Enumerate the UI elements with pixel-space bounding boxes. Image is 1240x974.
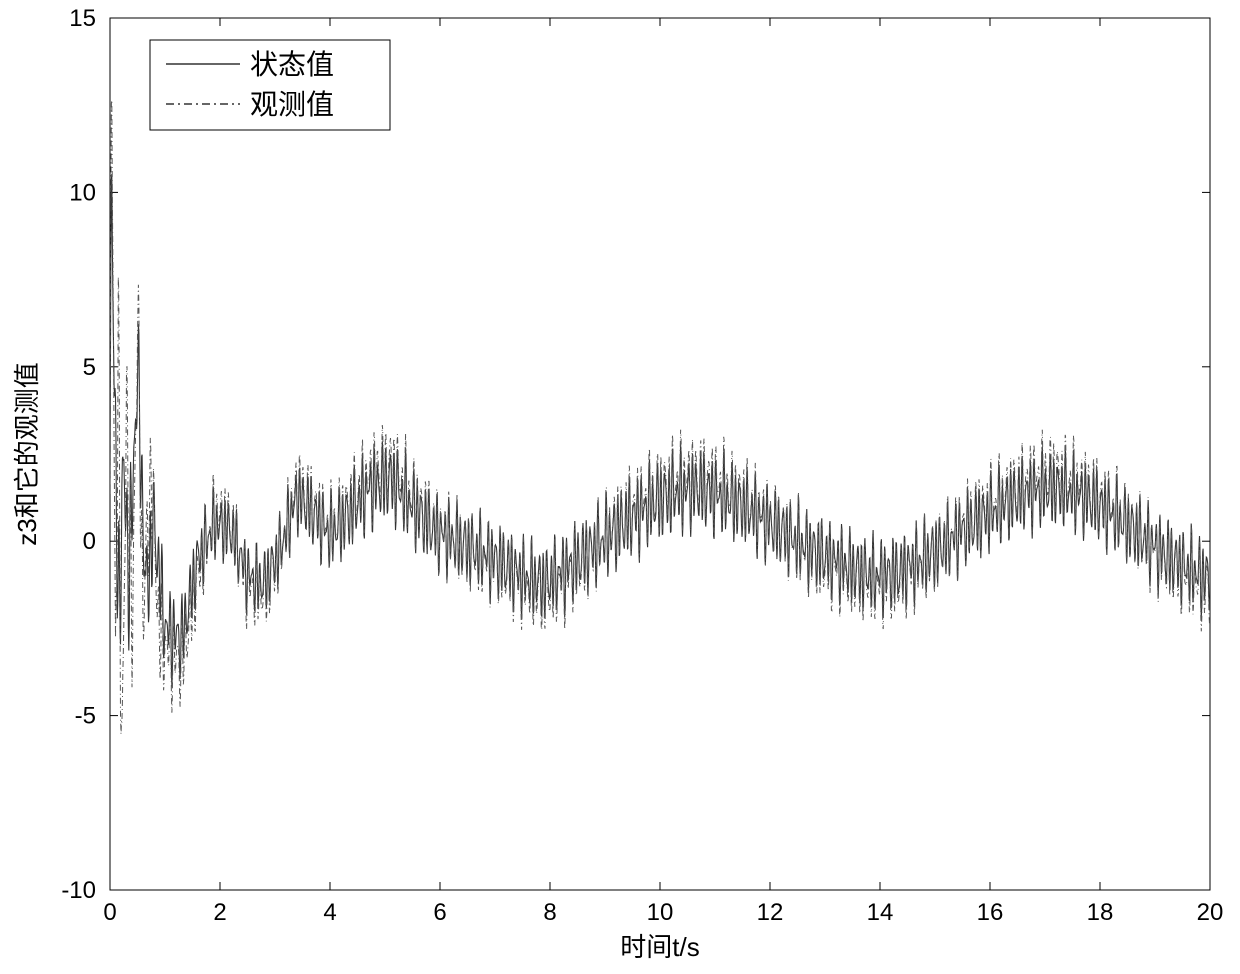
chart-container: 0 2 4 6 8 10 12 14 16 18 20 -10 -5 0 5 10 15 时间t/s z3和它的观测… — [0, 0, 1240, 974]
x-tick-label: 14 — [867, 899, 894, 926]
chart-svg: 0 2 4 6 8 10 12 14 16 18 20 -10 -5 0 5 10 15 时间t/s z3和它的观测… — [0, 0, 1240, 974]
legend-label: 状态值 — [250, 49, 334, 80]
series-observed — [110, 100, 1210, 734]
y-tick-label: 0 — [83, 528, 96, 555]
legend-label: 观测值 — [250, 89, 334, 120]
y-tick-label: 5 — [83, 354, 96, 381]
x-tick-label: 4 — [323, 899, 336, 926]
x-tick-label: 20 — [1197, 899, 1224, 926]
x-tick-label: 0 — [103, 899, 116, 926]
x-tick-label: 6 — [433, 899, 446, 926]
y-tick-label: -10 — [61, 877, 96, 904]
x-tick-label: 8 — [543, 899, 556, 926]
y-tick-label: 10 — [69, 179, 96, 206]
plot-box — [110, 18, 1210, 890]
x-tick-label: 2 — [213, 899, 226, 926]
y-tick-label: 15 — [69, 5, 96, 32]
x-tick-label: 18 — [1087, 899, 1114, 926]
series-state — [110, 174, 1210, 687]
y-axis-label: z3和它的观测值 — [12, 362, 42, 545]
x-tick-label: 10 — [647, 899, 674, 926]
x-tick-label: 16 — [977, 899, 1004, 926]
x-tick-label: 12 — [757, 899, 784, 926]
y-tick-label: -5 — [75, 703, 96, 730]
x-axis-label: 时间t/s — [620, 932, 699, 962]
